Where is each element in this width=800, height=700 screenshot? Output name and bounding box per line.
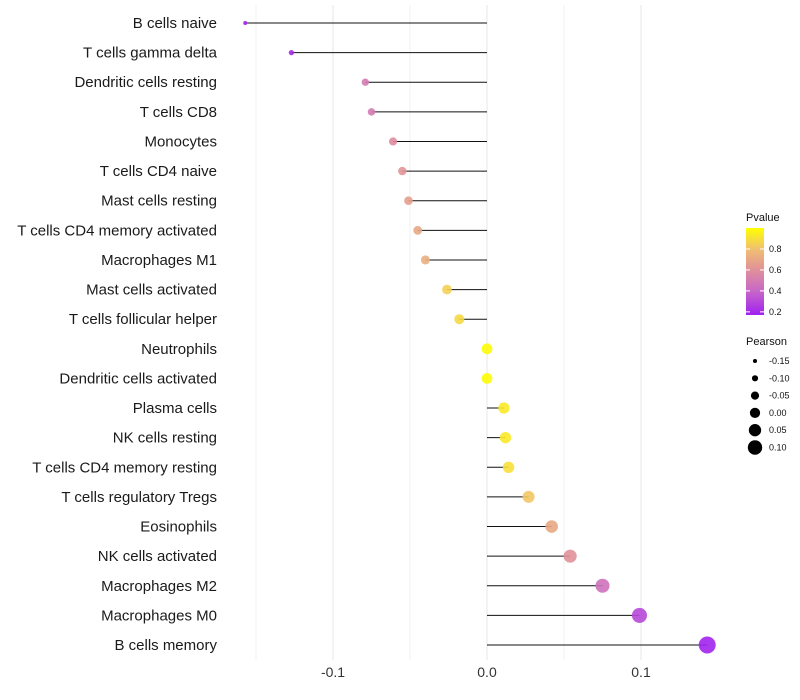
- y-tick-label: T cells follicular helper: [69, 311, 217, 328]
- lollipop-point: [481, 373, 493, 384]
- size-legend-label: -0.10: [769, 373, 790, 383]
- size-legend-label: 0.05: [769, 425, 787, 435]
- size-legend-dot: [749, 407, 761, 419]
- y-tick-label: T cells CD4 memory activated: [17, 222, 217, 239]
- y-tick-label: NK cells resting: [113, 430, 217, 447]
- lollipop-point: [388, 137, 398, 146]
- size-legend-label: 0.00: [769, 408, 787, 418]
- y-tick-label: T cells CD4 memory resting: [32, 459, 217, 476]
- size-legend-dot: [747, 440, 763, 455]
- lollipop-point: [413, 225, 423, 235]
- y-tick-label: NK cells activated: [98, 548, 217, 565]
- size-legend-label: -0.05: [769, 391, 790, 401]
- y-tick-label: Dendritic cells activated: [59, 370, 217, 387]
- lollipop-point: [522, 490, 535, 503]
- lollipop-point: [498, 402, 510, 414]
- lollipop-point: [367, 108, 376, 116]
- size-legend-label: 0.10: [769, 443, 787, 453]
- y-tick-label: T cells gamma delta: [83, 45, 218, 62]
- y-tick-label: Macrophages M1: [101, 252, 217, 269]
- y-tick-label: Neutrophils: [141, 341, 217, 358]
- y-tick-label: T cells CD8: [140, 104, 217, 121]
- lollipop-point: [361, 78, 370, 86]
- lollipop-point: [545, 520, 558, 533]
- legend-title-pvalue: Pvalue: [746, 212, 780, 224]
- y-tick-label: Macrophages M2: [101, 578, 217, 595]
- lollipop-point: [404, 196, 413, 206]
- lollipop-point: [563, 549, 577, 563]
- lollipop-point: [481, 343, 493, 355]
- y-tick-label: B cells memory: [114, 637, 217, 654]
- x-tick-label: -0.1: [321, 664, 345, 680]
- colorbar: [746, 228, 764, 315]
- y-tick-label: Plasma cells: [133, 400, 217, 417]
- y-tick-label: Macrophages M0: [101, 607, 217, 624]
- size-legend-dot: [748, 424, 762, 437]
- x-tick-label: 0.0: [477, 664, 497, 680]
- y-tick-label: Eosinophils: [140, 519, 217, 536]
- lollipop-point: [288, 49, 295, 56]
- colorbar-label: 0.2: [769, 307, 782, 317]
- y-tick-label: Mast cells activated: [86, 282, 217, 299]
- y-tick-label: T cells CD4 naive: [100, 163, 217, 180]
- y-tick-label: B cells naive: [133, 15, 217, 32]
- legend-title-pearson: Pearson: [746, 336, 787, 348]
- y-tick-label: Mast cells resting: [101, 193, 217, 210]
- size-legend-dot: [751, 375, 759, 382]
- lollipop-point: [398, 166, 407, 176]
- lollipop-point: [502, 461, 515, 474]
- lollipop-point: [420, 255, 430, 265]
- lollipop-point: [698, 636, 716, 654]
- lollipop-point: [243, 21, 248, 25]
- size-legend-label: -0.15: [769, 356, 790, 366]
- lollipop-point: [454, 314, 465, 325]
- colorbar-label: 0.6: [769, 265, 782, 275]
- x-tick-label: 0.1: [631, 664, 651, 680]
- size-legend-dot: [750, 391, 760, 400]
- y-tick-label: Dendritic cells resting: [74, 74, 217, 91]
- colorbar-label: 0.8: [769, 244, 782, 254]
- y-tick-label: Monocytes: [144, 133, 217, 150]
- colorbar-label: 0.4: [769, 286, 782, 296]
- lollipop-point: [442, 284, 452, 295]
- y-tick-label: T cells regulatory Tregs: [61, 489, 217, 506]
- size-legend-dot: [752, 358, 758, 364]
- lollipop-point: [631, 607, 648, 623]
- lollipop-point: [595, 578, 610, 593]
- lollipop-point: [499, 432, 512, 444]
